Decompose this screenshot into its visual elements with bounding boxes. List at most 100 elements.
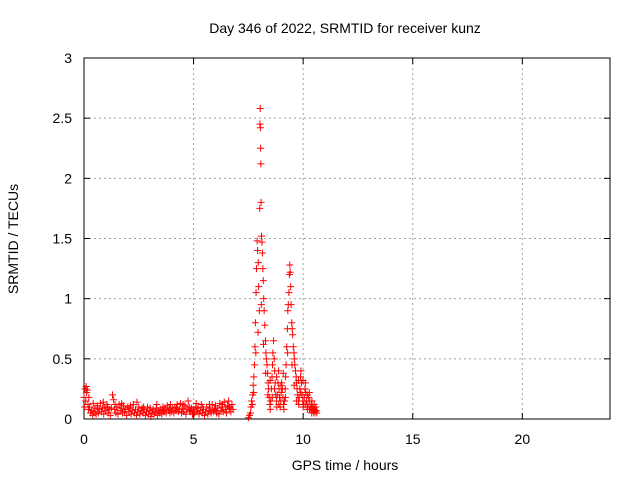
data-point xyxy=(301,385,309,393)
data-point xyxy=(184,397,192,405)
data-point xyxy=(275,401,283,409)
data-point xyxy=(289,331,297,339)
data-point xyxy=(288,325,296,333)
data-point xyxy=(286,268,294,276)
data-point xyxy=(108,391,116,399)
data-point xyxy=(140,403,148,411)
data-point xyxy=(254,247,262,255)
data-point xyxy=(111,401,119,409)
data-point xyxy=(252,265,260,273)
data-point xyxy=(257,198,265,206)
data-point xyxy=(297,373,305,381)
data-point xyxy=(163,402,171,410)
data-point xyxy=(266,405,274,413)
data-point xyxy=(173,401,181,409)
data-point xyxy=(107,404,115,412)
y-tick-label: 0 xyxy=(64,411,72,427)
data-point xyxy=(141,411,149,419)
data-point xyxy=(175,405,183,413)
data-point xyxy=(250,389,258,397)
data-point xyxy=(229,405,237,413)
data-point xyxy=(99,398,107,406)
data-point xyxy=(129,401,137,409)
axis-ticks xyxy=(83,57,610,420)
data-point xyxy=(133,398,141,406)
data-point xyxy=(259,340,267,348)
y-tick-label: 1.5 xyxy=(53,231,73,247)
data-point xyxy=(252,289,260,297)
data-point xyxy=(310,409,318,417)
y-tick-label: 1 xyxy=(64,291,72,307)
data-point xyxy=(104,403,112,411)
data-point xyxy=(259,277,267,285)
data-point xyxy=(248,397,256,405)
data-point xyxy=(249,381,257,389)
data-point xyxy=(282,361,290,369)
data-point xyxy=(179,401,187,409)
data-point xyxy=(94,409,102,417)
data-point xyxy=(94,404,102,412)
data-point xyxy=(282,373,290,381)
data-point xyxy=(259,265,267,273)
data-point xyxy=(251,319,259,327)
data-point xyxy=(258,232,266,240)
data-point xyxy=(248,401,256,409)
plot-frame xyxy=(83,57,611,420)
data-point xyxy=(206,404,214,412)
data-point xyxy=(261,321,269,329)
data-point xyxy=(253,237,261,245)
data-point xyxy=(275,367,283,375)
data-point xyxy=(306,405,314,413)
data-point xyxy=(114,410,122,418)
data-point xyxy=(136,410,144,418)
data-point xyxy=(199,403,207,411)
data-point xyxy=(181,402,189,410)
x-tick-label: 10 xyxy=(295,431,311,447)
data-point xyxy=(297,389,305,397)
data-point xyxy=(257,301,265,309)
data-point xyxy=(289,343,297,351)
data-point xyxy=(258,238,266,246)
data-point xyxy=(247,409,255,417)
data-point xyxy=(201,411,209,419)
data-point xyxy=(290,355,298,363)
data-point xyxy=(281,393,289,401)
data-point xyxy=(221,405,229,413)
data-point xyxy=(270,355,278,363)
data-point xyxy=(106,411,114,419)
data-point xyxy=(251,343,259,351)
data-point xyxy=(301,401,309,409)
data-point xyxy=(254,328,262,336)
data-point xyxy=(277,389,285,397)
data-point xyxy=(127,410,135,418)
data-point xyxy=(262,355,270,363)
data-point xyxy=(261,337,269,345)
x-tick-label: 20 xyxy=(515,431,531,447)
data-point xyxy=(297,367,305,375)
data-point xyxy=(172,404,180,412)
data-point xyxy=(288,319,296,327)
data-point xyxy=(210,405,218,413)
y-tick-label: 2 xyxy=(64,170,72,186)
data-point xyxy=(215,410,223,418)
data-point xyxy=(270,385,278,393)
y-tick-labels: 0 0.5 1 1.5 2 2.5 3 xyxy=(53,50,73,427)
data-point xyxy=(133,411,141,419)
data-point xyxy=(264,391,272,399)
data-point xyxy=(262,349,270,357)
data-point xyxy=(284,349,292,357)
data-point xyxy=(256,204,264,212)
data-point xyxy=(281,397,289,405)
data-point xyxy=(151,408,159,416)
chart-title: Day 346 of 2022, SRMTID for receiver kun… xyxy=(209,20,481,36)
data-point xyxy=(262,369,270,377)
data-point xyxy=(260,295,268,303)
data-point xyxy=(290,349,298,357)
data-point xyxy=(118,399,126,407)
data-point xyxy=(255,283,263,291)
grid-lines xyxy=(84,58,610,419)
data-point xyxy=(252,349,260,357)
data-point xyxy=(273,373,281,381)
data-point xyxy=(299,376,307,384)
data-point xyxy=(260,307,268,315)
